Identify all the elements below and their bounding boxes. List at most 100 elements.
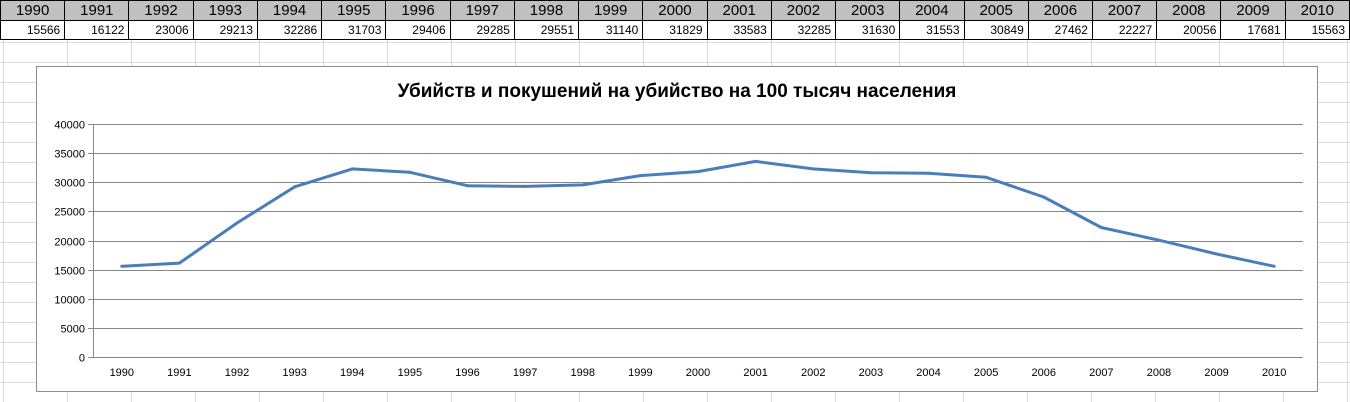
y-axis: 0 5000 10000 15000 20000 25000 30000 35000 40000 <box>54 120 94 365</box>
value-cell[interactable]: 17681 <box>1220 20 1286 40</box>
value-cell[interactable]: 31703 <box>321 20 387 40</box>
x-tick-label: 2002 <box>801 367 825 379</box>
value-cell[interactable]: 20056 <box>1156 20 1222 40</box>
year-cell[interactable]: 2009 <box>1220 0 1286 21</box>
x-tick-label: 2007 <box>1089 367 1113 379</box>
chart-title: Убийств и покушений на убийство на 100 т… <box>397 81 957 102</box>
year-cell[interactable]: 2004 <box>899 0 965 21</box>
data-point <box>1099 226 1103 229</box>
value-cell[interactable]: 22227 <box>1091 20 1158 40</box>
y-tick-label: 25000 <box>54 207 85 219</box>
data-point <box>177 261 181 265</box>
x-tick-label: 2010 <box>1262 367 1286 379</box>
data-point <box>984 175 988 179</box>
data-table: 1990 1991 1992 1993 1994 1995 1996 1997 … <box>0 0 1350 40</box>
value-cell[interactable]: 29213 <box>192 20 258 40</box>
value-cell[interactable]: 31829 <box>642 20 708 40</box>
x-axis: 1990 1991 1992 1993 1994 1995 1996 1997 1998 1999… <box>93 357 1303 379</box>
y-tick-label: 35000 <box>54 149 85 161</box>
series-line <box>121 159 1275 268</box>
value-cell[interactable]: 30849 <box>963 20 1029 40</box>
plot-area: 0 5000 10000 15000 20000 25000 30000 35000 40000… <box>54 120 1303 379</box>
x-tick-label: 1996 <box>455 367 479 379</box>
year-cell[interactable]: 1993 <box>192 0 258 21</box>
x-tick-label: 1991 <box>167 367 191 379</box>
year-cell[interactable]: 2008 <box>1156 0 1222 21</box>
value-cell[interactable]: 15566 <box>0 20 66 40</box>
x-tick-label: 1999 <box>628 367 652 379</box>
y-tick-label: 40000 <box>54 120 85 132</box>
y-tick-label: 5000 <box>61 324 85 336</box>
data-point <box>120 264 124 268</box>
year-cell[interactable]: 1996 <box>385 0 451 21</box>
gridlines <box>93 124 1303 358</box>
chart-area[interactable]: Убийств и покушений на убийство на 100 т… <box>36 66 1318 392</box>
year-cell[interactable]: 2007 <box>1091 0 1158 21</box>
data-point <box>1157 238 1161 242</box>
data-point <box>696 170 700 174</box>
year-cell[interactable]: 1995 <box>321 0 387 21</box>
y-tick-label: 30000 <box>54 178 85 190</box>
y-tick-label: 0 <box>79 353 85 365</box>
value-cell[interactable]: 27462 <box>1027 20 1093 40</box>
year-cell[interactable]: 1997 <box>449 0 515 21</box>
year-cell[interactable]: 2006 <box>1027 0 1093 21</box>
value-cell[interactable]: 32285 <box>770 20 837 40</box>
value-cell[interactable]: 32286 <box>256 20 323 40</box>
value-cell[interactable]: 33583 <box>706 20 772 40</box>
data-point <box>811 167 815 171</box>
x-tick-label: 1993 <box>282 367 306 379</box>
value-cell[interactable]: 31140 <box>578 20 644 40</box>
value-cell[interactable]: 29285 <box>449 20 515 40</box>
y-tick-label: 15000 <box>54 266 85 278</box>
x-tick-label: 2000 <box>686 367 710 379</box>
year-header-row: 1990 1991 1992 1993 1994 1995 1996 1997 … <box>0 0 1350 21</box>
x-tick-label: 1994 <box>340 367 364 379</box>
data-point <box>235 221 239 225</box>
data-point <box>1215 252 1219 256</box>
data-point <box>754 159 758 163</box>
data-point <box>408 170 412 174</box>
value-cell[interactable]: 29551 <box>513 20 580 40</box>
x-tick-label: 2005 <box>974 367 998 379</box>
data-point <box>293 185 297 189</box>
year-cell[interactable]: 2003 <box>835 0 901 21</box>
year-cell[interactable]: 2000 <box>642 0 708 21</box>
x-tick-label: 2006 <box>1031 367 1055 379</box>
x-tick-label: 2001 <box>743 367 767 379</box>
value-cell[interactable]: 16122 <box>64 20 130 40</box>
year-cell[interactable]: 2002 <box>770 0 837 21</box>
year-cell[interactable]: 2001 <box>706 0 772 21</box>
series <box>120 159 1276 268</box>
year-cell[interactable]: 1999 <box>578 0 644 21</box>
year-cell[interactable]: 1998 <box>513 0 580 21</box>
data-point <box>466 184 469 188</box>
y-tick-label: 10000 <box>54 295 85 307</box>
data-point <box>581 183 585 187</box>
x-tick-label: 1998 <box>571 367 595 379</box>
value-cell[interactable]: 23006 <box>128 20 194 40</box>
data-point <box>638 174 642 178</box>
value-cell[interactable]: 31630 <box>835 20 901 40</box>
x-tick-label: 2008 <box>1147 367 1171 379</box>
x-tick-label: 1997 <box>513 367 537 379</box>
year-cell[interactable]: 1992 <box>128 0 194 21</box>
data-point <box>350 167 354 171</box>
data-point <box>523 184 527 188</box>
year-cell[interactable]: 2010 <box>1284 0 1350 21</box>
year-cell[interactable]: 1994 <box>256 0 323 21</box>
year-cell[interactable]: 1991 <box>64 0 130 21</box>
x-tick-label: 1992 <box>225 367 249 379</box>
value-cell[interactable]: 31553 <box>899 20 965 40</box>
y-tick-label: 20000 <box>54 237 85 249</box>
data-point <box>927 171 930 175</box>
data-point <box>869 171 873 175</box>
x-tick-label: 2009 <box>1204 367 1228 379</box>
value-cell[interactable]: 15563 <box>1284 20 1350 40</box>
year-cell[interactable]: 1990 <box>0 0 66 21</box>
year-cell[interactable]: 2005 <box>963 0 1029 21</box>
x-tick-label: 1995 <box>398 367 422 379</box>
x-tick-label: 2003 <box>859 367 883 379</box>
value-cell[interactable]: 29406 <box>385 20 451 40</box>
value-row: 15566 16122 23006 29213 32286 31703 2940… <box>0 20 1350 40</box>
